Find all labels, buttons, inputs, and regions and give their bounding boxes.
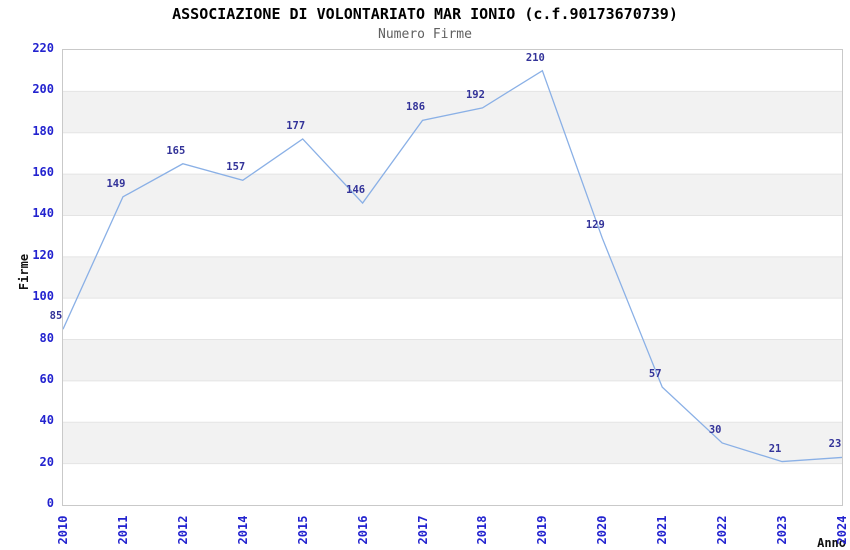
point-value-label: 85 xyxy=(49,310,63,323)
x-tick-label: 2011 xyxy=(115,515,130,545)
point-value-label: 165 xyxy=(166,144,186,157)
plot-band xyxy=(63,422,842,464)
point-value-label: 157 xyxy=(226,161,246,174)
x-tick-label: 2015 xyxy=(295,515,310,545)
point-value-label: 210 xyxy=(525,51,545,64)
point-value-label: 192 xyxy=(465,88,485,101)
x-tick-label: 2019 xyxy=(535,515,550,545)
series-line xyxy=(63,69,842,463)
x-tick-label: 2023 xyxy=(775,515,790,545)
plot-band xyxy=(63,174,842,216)
chart-subtitle: Numero Firme xyxy=(378,27,472,42)
x-axis-title: Anno xyxy=(817,536,846,550)
x-tick-label: 2020 xyxy=(595,515,610,545)
point-value-label: 23 xyxy=(828,438,842,451)
chart-title: ASSOCIAZIONE DI VOLONTARIATO MAR IONIO (… xyxy=(172,5,678,23)
y-tick-label: 80 xyxy=(39,330,54,345)
point-value-label: 129 xyxy=(585,219,605,232)
plot-band xyxy=(63,91,842,133)
x-tick-label: 2021 xyxy=(655,515,670,545)
x-tick-label: 2018 xyxy=(475,515,490,545)
y-tick-label: 40 xyxy=(39,413,54,428)
y-tick-label: 20 xyxy=(39,454,54,469)
point-value-label: 186 xyxy=(406,101,426,114)
y-tick-label: 180 xyxy=(32,123,54,138)
x-tick-label: 2022 xyxy=(715,515,730,545)
y-tick-label: 200 xyxy=(32,82,54,97)
y-tick-label: 160 xyxy=(32,165,54,180)
x-tick-label: 2014 xyxy=(235,515,250,545)
point-value-label: 146 xyxy=(346,184,366,197)
point-value-label: 149 xyxy=(106,177,126,190)
plot-band xyxy=(63,256,842,299)
x-tick-label: 2024 xyxy=(835,515,849,545)
x-tick-label: 2012 xyxy=(175,515,190,545)
series-canvas xyxy=(63,69,842,465)
x-tick-label: 2010 xyxy=(56,515,70,545)
y-tick-label: 0 xyxy=(46,496,54,510)
y-tick-label: 140 xyxy=(32,206,54,221)
y-tick-label: 220 xyxy=(32,41,54,55)
x-tick-label: 2017 xyxy=(415,515,430,545)
y-tick-label: 60 xyxy=(39,371,54,386)
point-value-label: 57 xyxy=(648,368,662,381)
point-value-label: 30 xyxy=(708,423,722,436)
plot-band xyxy=(63,339,842,381)
y-tick-label: 120 xyxy=(32,247,54,262)
plot-area xyxy=(62,49,843,506)
point-value-label: 177 xyxy=(286,119,306,132)
point-value-label: 21 xyxy=(768,442,782,455)
x-tick-label: 2016 xyxy=(355,515,370,545)
y-tick-label: 100 xyxy=(32,289,54,304)
